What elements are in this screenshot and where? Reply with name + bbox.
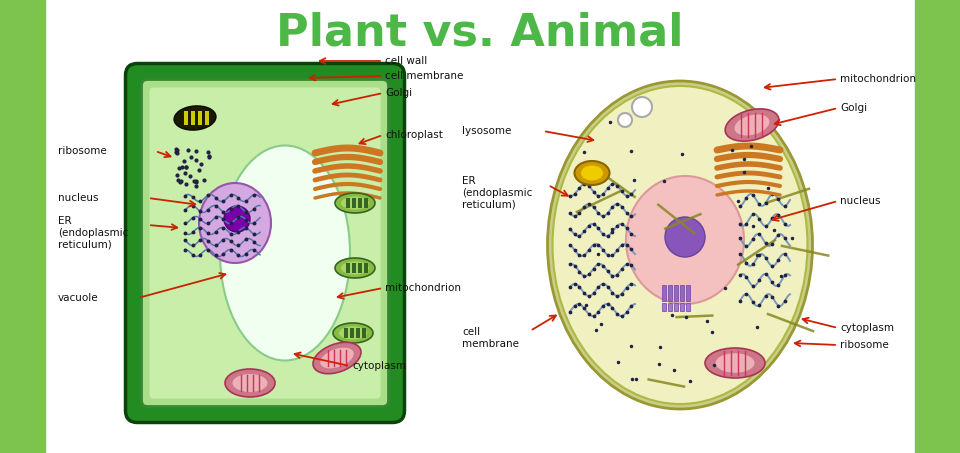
- Bar: [352, 263, 355, 273]
- Ellipse shape: [174, 106, 216, 130]
- Bar: [358, 263, 362, 273]
- Text: chloroplast: chloroplast: [385, 130, 443, 140]
- Text: ER
(endoplasmic
reticulum): ER (endoplasmic reticulum): [58, 217, 129, 250]
- Text: ribosome: ribosome: [58, 146, 107, 156]
- Ellipse shape: [199, 183, 271, 263]
- Bar: [662, 303, 666, 311]
- Ellipse shape: [341, 261, 369, 275]
- Bar: [356, 328, 359, 338]
- Bar: [364, 198, 368, 208]
- FancyBboxPatch shape: [150, 87, 380, 399]
- Circle shape: [618, 113, 632, 127]
- Bar: [680, 303, 684, 311]
- Ellipse shape: [725, 109, 779, 141]
- Bar: [686, 303, 690, 311]
- Text: ribosome: ribosome: [840, 340, 889, 350]
- Ellipse shape: [581, 165, 603, 180]
- Ellipse shape: [321, 347, 353, 368]
- Bar: [364, 263, 368, 273]
- Text: vacuole: vacuole: [58, 293, 99, 303]
- Text: cytoplasm: cytoplasm: [840, 323, 894, 333]
- Text: ER
(endoplasmic
reticulum): ER (endoplasmic reticulum): [462, 176, 533, 210]
- Text: Golgi: Golgi: [385, 88, 412, 98]
- Ellipse shape: [335, 258, 375, 278]
- Ellipse shape: [734, 115, 770, 135]
- Bar: [352, 198, 355, 208]
- Text: mitochondrion: mitochondrion: [385, 283, 461, 293]
- Bar: [205, 111, 209, 125]
- Bar: [358, 198, 362, 208]
- Ellipse shape: [333, 323, 373, 343]
- Ellipse shape: [225, 369, 275, 397]
- Bar: [0, 0, 45, 453]
- FancyBboxPatch shape: [126, 63, 404, 423]
- Circle shape: [224, 206, 250, 232]
- Bar: [350, 328, 353, 338]
- Bar: [346, 263, 349, 273]
- Ellipse shape: [547, 81, 812, 409]
- Circle shape: [632, 97, 652, 117]
- FancyBboxPatch shape: [141, 79, 389, 406]
- Bar: [662, 285, 666, 301]
- Bar: [668, 285, 672, 301]
- Bar: [674, 303, 678, 311]
- Bar: [191, 111, 195, 125]
- Text: mitochondrion: mitochondrion: [840, 74, 916, 84]
- Ellipse shape: [335, 193, 375, 213]
- Ellipse shape: [574, 161, 610, 185]
- Ellipse shape: [715, 353, 755, 373]
- Bar: [668, 303, 672, 311]
- Text: cell membrane: cell membrane: [385, 71, 464, 81]
- Text: cell wall: cell wall: [385, 56, 427, 66]
- Ellipse shape: [220, 145, 350, 361]
- Text: cytoplasm: cytoplasm: [352, 361, 406, 371]
- Ellipse shape: [341, 197, 369, 209]
- Bar: [346, 198, 349, 208]
- Bar: [198, 111, 202, 125]
- Ellipse shape: [313, 342, 361, 374]
- Text: lysosome: lysosome: [462, 126, 512, 136]
- Bar: [184, 111, 188, 125]
- Bar: [674, 285, 678, 301]
- Bar: [915, 0, 960, 453]
- Text: nucleus: nucleus: [58, 193, 99, 203]
- Ellipse shape: [626, 176, 744, 304]
- Text: Golgi: Golgi: [840, 103, 867, 113]
- Circle shape: [665, 217, 705, 257]
- Bar: [680, 285, 684, 301]
- Ellipse shape: [705, 348, 765, 378]
- Bar: [344, 328, 348, 338]
- Bar: [686, 285, 690, 301]
- Ellipse shape: [553, 86, 807, 404]
- Text: Plant vs. Animal: Plant vs. Animal: [276, 11, 684, 54]
- Ellipse shape: [232, 374, 268, 392]
- Ellipse shape: [339, 327, 367, 339]
- Text: cell
membrane: cell membrane: [462, 327, 519, 349]
- Bar: [362, 328, 366, 338]
- Text: nucleus: nucleus: [840, 196, 880, 206]
